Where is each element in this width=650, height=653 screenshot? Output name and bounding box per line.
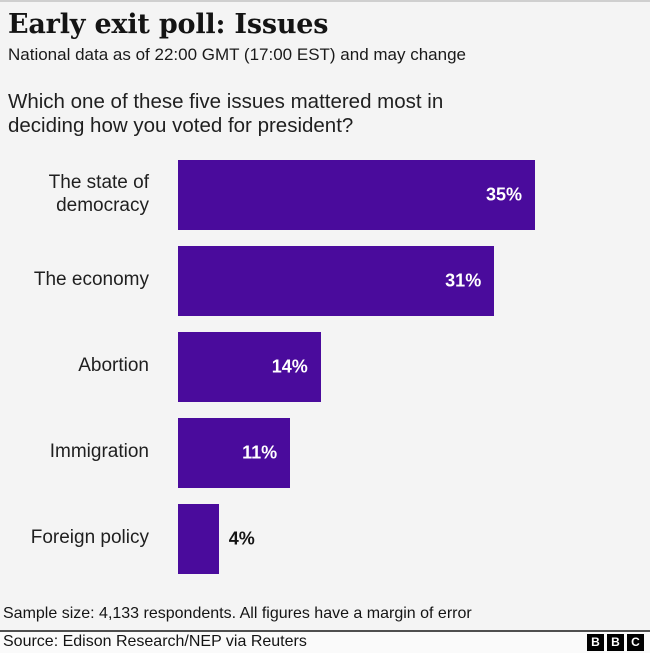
- bar: [178, 503, 219, 574]
- bar-category-label: The economy: [33, 269, 149, 291]
- bar: [178, 245, 495, 316]
- source-attribution: Source: Edison Research/NEP via Reuters: [3, 633, 307, 650]
- bar-value-label: 11%: [242, 442, 278, 463]
- bar-row: Foreign policy 4%: [0, 503, 650, 574]
- bar-row: Abortion 14%: [0, 331, 650, 402]
- bar-row: The state of democracy 35%: [0, 159, 650, 230]
- chart-header: Early exit poll: Issues National data as…: [0, 2, 650, 139]
- bar-row: The economy 31%: [0, 245, 650, 316]
- bar-track: 35%: [178, 159, 535, 230]
- subtitle: National data as of 22:00 GMT (17:00 EST…: [8, 45, 467, 65]
- bbc-logo-block-c: C: [627, 633, 644, 651]
- bbc-logo-block-b2: B: [607, 633, 624, 651]
- bar-category-label: Foreign policy: [30, 527, 149, 549]
- bar-value-label: 35%: [485, 184, 522, 205]
- source-row: Source: Edison Research/NEP via Reuters …: [0, 632, 650, 653]
- bar-track: 11%: [178, 417, 535, 488]
- chart-footer: Sample size: 4,133 respondents. All figu…: [0, 605, 650, 653]
- bar: [178, 159, 535, 230]
- bar-category-label: Immigration: [49, 441, 149, 463]
- bar-track: 4%: [178, 503, 535, 574]
- page-title: Early exit poll: Issues: [8, 9, 329, 40]
- bar-row: Immigration 11%: [0, 417, 650, 488]
- bbc-logo: B B C: [587, 633, 644, 651]
- bbc-logo-block-b1: B: [587, 633, 604, 651]
- poll-question: Which one of these five issues mattered …: [8, 90, 444, 138]
- bar-category-label: The state of democracy: [48, 171, 149, 216]
- footer-divider: [0, 630, 650, 632]
- bar-value-label: 14%: [271, 356, 308, 377]
- bar: [178, 417, 291, 488]
- bar-value-label: 4%: [228, 528, 255, 549]
- bar-track: 14%: [178, 331, 535, 402]
- bar: [178, 331, 321, 402]
- bar-value-label: 31%: [445, 270, 482, 291]
- sample-size-note: Sample size: 4,133 respondents. All figu…: [3, 605, 472, 622]
- bar-track: 31%: [178, 245, 535, 316]
- bar-chart: The state of democracy 35% The economy 31% A…: [0, 159, 650, 574]
- bar-category-label: Abortion: [78, 355, 149, 377]
